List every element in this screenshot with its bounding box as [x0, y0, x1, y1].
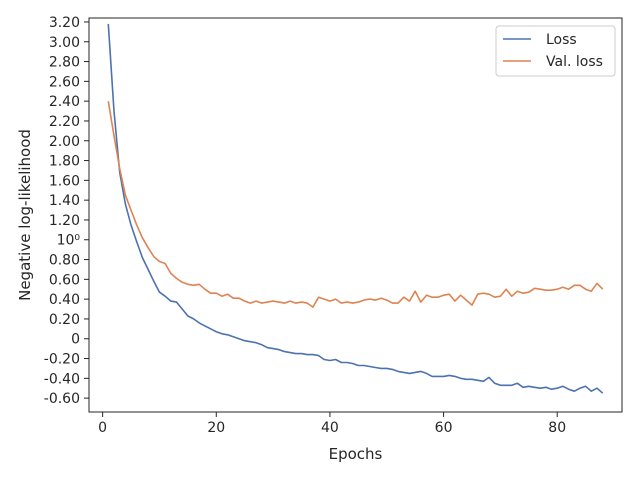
- y-tick-label: -0.40: [44, 371, 80, 387]
- y-tick-label: 3.00: [49, 35, 80, 51]
- series-layer: [107, 23, 604, 394]
- y-axis-label: Negative log-likelihood: [16, 129, 34, 301]
- y-tick-label: 2.60: [49, 74, 80, 90]
- y-tick-label: 0.40: [49, 292, 80, 308]
- x-axis: 0 20 40 60 80: [98, 412, 566, 436]
- y-tick-label: 1.60: [49, 173, 80, 189]
- x-tick-label: 0: [98, 420, 107, 436]
- x-tick-label: 20: [207, 420, 225, 436]
- y-tick-label: 0: [71, 332, 80, 348]
- x-axis-label: Epochs: [329, 445, 383, 463]
- x-tick-label: 80: [548, 420, 566, 436]
- y-tick-label: 3.20: [49, 15, 80, 31]
- y-axis: -0.60 -0.40 -0.20 0 0.20 0.40 0.60 0.80 10⁰ 1.20 1…: [44, 15, 89, 407]
- y-tick-label: 2.00: [49, 134, 80, 150]
- y-tick-label: 10⁰: [57, 233, 81, 249]
- plot-area: [88, 17, 623, 413]
- y-tick-label: 0.20: [49, 312, 80, 328]
- y-tick-label: 0.80: [49, 253, 80, 269]
- y-tick-label: 1.80: [49, 154, 80, 170]
- x-tick-label: 60: [435, 420, 453, 436]
- y-tick-label: -0.60: [44, 391, 80, 407]
- legend-label-2: Val. loss: [546, 54, 603, 70]
- series-line-2: [107, 101, 604, 308]
- series-line-1: [107, 23, 604, 394]
- y-tick-label: 0.60: [49, 272, 80, 288]
- y-tick-label: 2.40: [49, 94, 80, 110]
- y-tick-label: 2.80: [49, 55, 80, 71]
- y-tick-label: 1.20: [49, 213, 80, 229]
- x-tick-label: 40: [321, 420, 339, 436]
- y-tick-label: 1.40: [49, 193, 80, 209]
- y-tick-label: -0.20: [44, 352, 80, 368]
- y-tick-label: 2.20: [49, 114, 80, 130]
- legend-label-1: Loss: [546, 32, 577, 48]
- legend: Loss Val. loss: [495, 25, 616, 77]
